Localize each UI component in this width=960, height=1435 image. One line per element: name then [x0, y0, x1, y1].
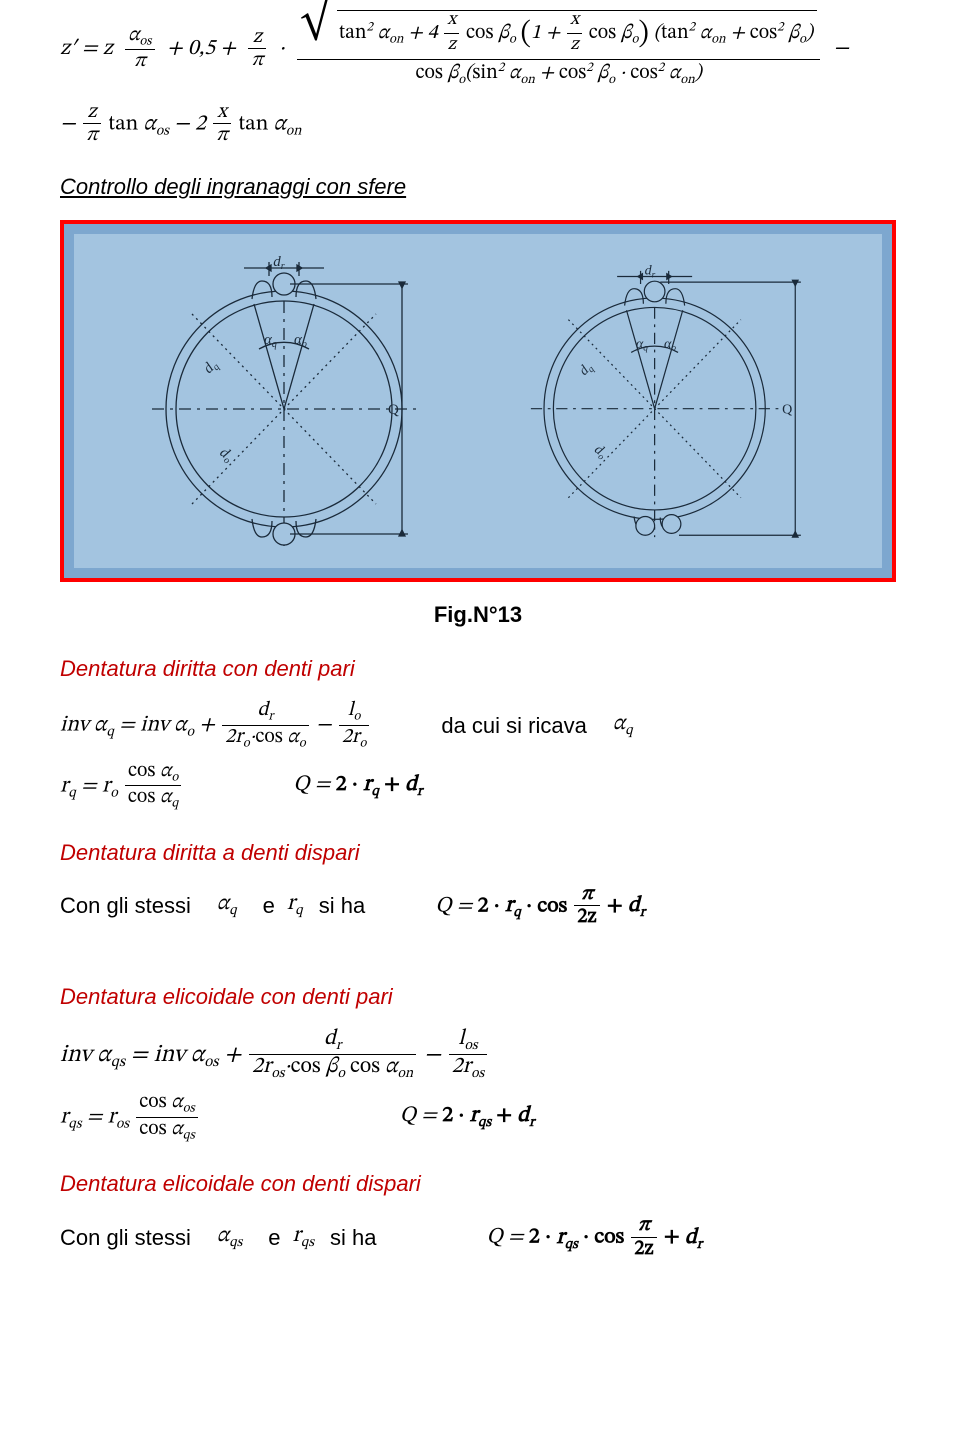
formula-inv-alpha-q: inv αq = inv αo + dr2ro·cos αo − lo2ro d…	[60, 700, 900, 751]
formula-inv-alpha-qs: inv αqs = inv αos + dr2ros·cos βo cos αo…	[60, 1028, 900, 1082]
svg-text:Q: Q	[782, 402, 792, 418]
formula-zprime-line1: z′ = z αosπ + 0,5 + zπ · √ tan2 αon + 4 …	[60, 10, 900, 88]
svg-text:dq: dq	[576, 359, 597, 380]
formula-Q-cos-dispari: Con gli stessi αq e rq si ha Q = 2 · rq …	[60, 884, 900, 928]
formula-Q-cos-elic-dispari: Con gli stessi αqs e rqs si ha Q = 2 · r…	[60, 1215, 900, 1259]
figure-caption: Fig.N°13	[60, 602, 896, 628]
section-diritta-dispari: Dentatura diritta a denti dispari	[60, 840, 900, 866]
svg-text:do: do	[215, 445, 236, 467]
section-elicoidale-pari: Dentatura elicoidale con denti pari	[60, 984, 900, 1010]
svg-text:dq: dq	[201, 357, 223, 379]
svg-text:dr: dr	[645, 263, 656, 281]
svg-text:do: do	[590, 442, 610, 463]
gear-diagram-left: dr αq αo dq do Q	[134, 254, 434, 554]
svg-text:αq: αq	[264, 332, 277, 350]
formula-zprime-line2: − zπ tan αos − 2 xπ tan αon	[60, 102, 900, 146]
svg-text:dr: dr	[273, 254, 285, 272]
figure-container: dr αq αo dq do Q	[60, 220, 896, 582]
section-elicoidale-dispari: Dentatura elicoidale con denti dispari	[60, 1171, 900, 1197]
gear-diagram-right: dr αq αo dq do Q	[514, 254, 814, 554]
heading-controllo: Controllo degli ingranaggi con sfere	[60, 174, 900, 200]
formula-rqs-Q: rqs = ros cos αoscos αqs Q = 2 · rqs + d…	[60, 1092, 900, 1143]
svg-text:Q: Q	[388, 402, 399, 418]
text-da-cui: da cui si ricava	[441, 713, 587, 739]
section-diritta-pari: Dentatura diritta con denti pari	[60, 656, 900, 682]
svg-text:αq: αq	[636, 336, 648, 354]
formula-rq-Q: rq = ro cos αocos αq Q = 2 · rq + dr	[60, 761, 900, 812]
